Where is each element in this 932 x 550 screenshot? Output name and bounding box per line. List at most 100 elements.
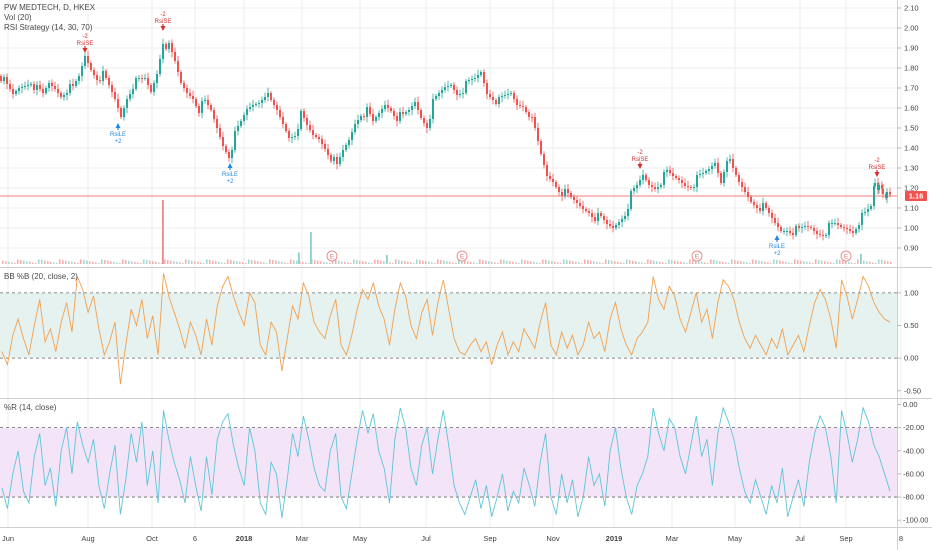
candle bbox=[759, 208, 761, 211]
time-axis-label: Jul bbox=[421, 534, 431, 543]
volume-bar bbox=[197, 261, 199, 264]
wr-legend[interactable]: %R (14, close) bbox=[4, 403, 57, 412]
volume-bar bbox=[155, 261, 157, 264]
volume-bar bbox=[665, 263, 667, 264]
candle bbox=[717, 163, 719, 173]
signal-qty: -2 bbox=[874, 158, 880, 164]
candle bbox=[483, 72, 485, 83]
volume-bar bbox=[26, 261, 28, 264]
candle bbox=[186, 88, 188, 93]
volume-bar bbox=[146, 260, 148, 264]
candle bbox=[36, 85, 38, 90]
candle bbox=[237, 126, 239, 131]
bb-axis-label: 0.50 bbox=[904, 321, 919, 330]
volume-bar bbox=[488, 261, 490, 264]
candle bbox=[699, 174, 701, 175]
time-axis-label: Mar bbox=[666, 534, 679, 543]
price-panel[interactable]: -2RsiSE-2RsiSERsiLE+2RsiLE+2-2RsiSERsiLE… bbox=[0, 12, 897, 264]
volume-bar bbox=[506, 260, 508, 264]
volume-bar bbox=[791, 263, 793, 264]
volume-bar bbox=[395, 259, 397, 264]
candle bbox=[696, 175, 698, 187]
volume-bar bbox=[455, 263, 457, 264]
candle bbox=[273, 100, 275, 105]
candle bbox=[372, 114, 374, 121]
volume-bar bbox=[212, 260, 214, 264]
candle bbox=[294, 136, 296, 137]
candle bbox=[741, 182, 743, 187]
candle bbox=[318, 137, 320, 139]
candle bbox=[312, 130, 314, 135]
volume-bar bbox=[185, 259, 187, 264]
volume-bar bbox=[296, 260, 298, 264]
price-axis[interactable]: 2.10 2.00 1.90 1.80 1.70 1.60 1.50 1.40 1.30 1.20… bbox=[897, 4, 919, 253]
volume-bar bbox=[623, 263, 625, 264]
candle bbox=[246, 109, 248, 115]
candle bbox=[498, 97, 500, 104]
candle bbox=[174, 52, 176, 61]
wr-axis[interactable]: 0.00 -20.00 -40.00 -60.00 -80.00 -100.00 bbox=[897, 400, 928, 525]
volume-bar bbox=[56, 263, 58, 264]
candle bbox=[528, 112, 530, 117]
volume-bar bbox=[68, 261, 70, 264]
candle bbox=[450, 85, 452, 86]
volume-bar bbox=[44, 260, 46, 264]
candle bbox=[45, 88, 47, 93]
symbol-legend[interactable]: PW MEDTECH, D, HKEX bbox=[4, 3, 96, 12]
volume-bar bbox=[383, 261, 385, 264]
volume-legend[interactable]: Vol (20) bbox=[4, 13, 32, 22]
candle bbox=[834, 223, 836, 224]
candle bbox=[396, 116, 398, 121]
volume-bar bbox=[41, 260, 43, 264]
candle bbox=[285, 124, 287, 131]
volume-bar bbox=[764, 261, 766, 264]
volume-bar bbox=[14, 263, 16, 264]
volume-bar bbox=[620, 262, 622, 264]
bb-axis[interactable]: 1.00 0.50 0.00 -0.50 bbox=[897, 288, 921, 395]
candle bbox=[495, 100, 497, 104]
candle bbox=[363, 116, 365, 117]
wr-axis-label: -60.00 bbox=[903, 469, 924, 478]
candle bbox=[603, 216, 605, 220]
time-axis[interactable]: Jun Aug Oct 6 2018 Mar May Jul Sep Nov 2019 Mar May J… bbox=[2, 534, 903, 543]
volume-bar bbox=[302, 261, 304, 264]
candle bbox=[126, 99, 128, 108]
candle bbox=[306, 118, 308, 125]
volume-bar bbox=[248, 259, 250, 264]
bb-panel[interactable] bbox=[0, 273, 897, 385]
candle bbox=[462, 93, 464, 94]
bb-legend[interactable]: BB %B (20, close, 2) bbox=[4, 272, 78, 281]
volume-bar bbox=[800, 260, 802, 264]
candle bbox=[129, 94, 131, 99]
candle bbox=[714, 163, 716, 166]
volume-bar bbox=[626, 259, 628, 264]
volume-bar bbox=[635, 261, 637, 264]
wr-panel[interactable] bbox=[0, 406, 897, 518]
volume-bar bbox=[53, 262, 55, 264]
candle bbox=[582, 206, 584, 209]
candle bbox=[573, 197, 575, 200]
candle bbox=[183, 83, 185, 88]
strategy-legend[interactable]: RSI Strategy (14, 30, 70) bbox=[4, 23, 93, 32]
candle bbox=[336, 157, 338, 164]
volume-bar bbox=[821, 260, 823, 264]
candle bbox=[816, 231, 818, 234]
signal-label: RsiLE bbox=[110, 132, 126, 138]
volume-bar bbox=[191, 260, 193, 264]
candle bbox=[639, 180, 641, 185]
candle bbox=[24, 86, 26, 87]
candle bbox=[693, 187, 695, 188]
price-axis-label: 1.10 bbox=[904, 204, 919, 213]
volume-bar bbox=[353, 259, 355, 264]
candle bbox=[489, 94, 491, 97]
volume-bar bbox=[563, 259, 565, 264]
candle bbox=[342, 150, 344, 157]
candle bbox=[369, 107, 371, 114]
volume-bar bbox=[554, 261, 556, 264]
candle bbox=[300, 111, 302, 129]
volume-bar bbox=[2, 260, 4, 264]
bb-band-fill bbox=[0, 292, 897, 359]
candle bbox=[507, 94, 509, 95]
